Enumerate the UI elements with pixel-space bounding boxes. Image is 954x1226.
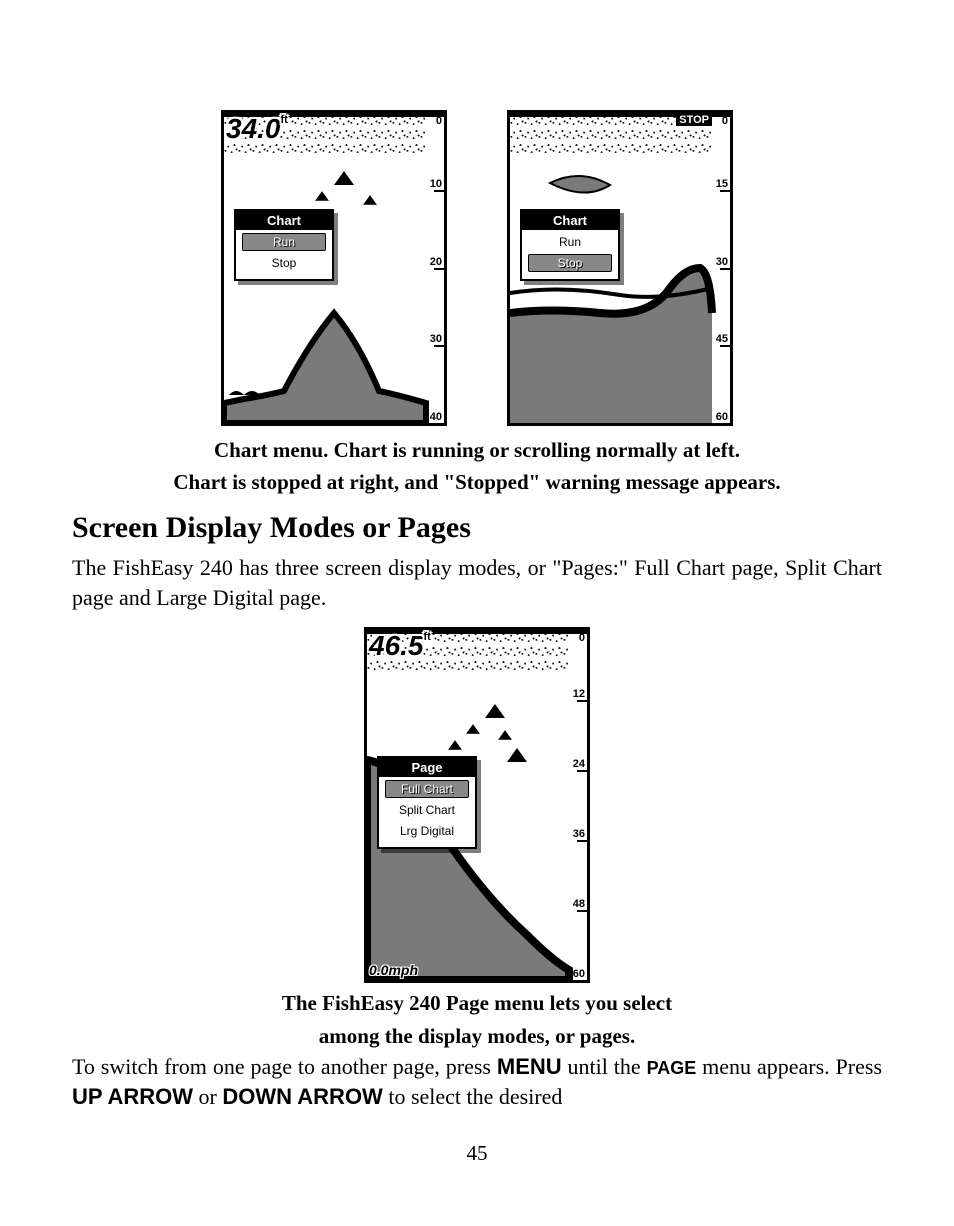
key-down-arrow: DOWN ARROW [222, 1084, 383, 1109]
chart-screens-row: 34.0ft Chart Run Stop 0 10 20 30 40 [72, 110, 882, 426]
para2-part-c: menu appears. Press [696, 1054, 882, 1079]
key-up-arrow: UP ARROW [72, 1084, 193, 1109]
depth-value: 34.0 [226, 113, 281, 144]
key-menu: MENU [497, 1054, 562, 1079]
fish-arch-icon [498, 731, 512, 741]
paragraph-1: The FishEasy 240 has three screen displa… [72, 553, 882, 614]
menu-item-lrg-digital[interactable]: Lrg Digital [385, 822, 469, 840]
menu-item-full-chart[interactable]: Full Chart [385, 780, 469, 798]
fish-arch-icon [507, 748, 527, 762]
sonar-screen-page: 46.5ft Page Full Chart Split Chart Lrg D… [364, 627, 590, 983]
depth-readout: 34.0ft [226, 115, 288, 143]
menu-item-run[interactable]: Run [528, 233, 612, 251]
section-heading: Screen Display Modes or Pages [72, 511, 882, 545]
depth-value: 46.5 [369, 630, 424, 661]
para2-part-e: to select the desired [383, 1084, 563, 1109]
menu-title: Chart [236, 211, 332, 230]
fish-arch-icon [315, 191, 329, 201]
chart-menu: Chart Run Stop [234, 209, 334, 281]
figure-caption-2-line2: among the display modes, or pages. [72, 1022, 882, 1050]
menu-title: Page [379, 758, 475, 777]
para2-part-d: or [193, 1084, 222, 1109]
fish-arch-icon [448, 741, 462, 751]
menu-item-stop[interactable]: Stop [242, 254, 326, 272]
sonar-screen-left: 34.0ft Chart Run Stop 0 10 20 30 40 [221, 110, 447, 426]
speed-readout: 0.0mph [369, 962, 418, 978]
fish-arch-icon [363, 195, 377, 205]
figure-caption-2-line1: The FishEasy 240 Page menu lets you sele… [72, 989, 882, 1017]
page-menu: Page Full Chart Split Chart Lrg Digital [377, 756, 477, 849]
para2-part-b: until the [562, 1054, 647, 1079]
chart-menu: Chart Run Stop [520, 209, 620, 281]
menu-item-stop[interactable]: Stop [528, 254, 612, 272]
menu-item-split-chart[interactable]: Split Chart [385, 801, 469, 819]
depth-readout: 46.5ft [369, 632, 431, 660]
key-page: PAGE [647, 1058, 697, 1078]
depth-unit: ft [424, 631, 431, 643]
paragraph-2: To switch from one page to another page,… [72, 1052, 882, 1113]
page-menu-figure: 46.5ft Page Full Chart Split Chart Lrg D… [72, 627, 882, 983]
figure-caption-1-line1: Chart menu. Chart is running or scrollin… [72, 436, 882, 464]
fish-arch-icon [466, 725, 480, 735]
figure-caption-1-line2: Chart is stopped at right, and "Stopped"… [72, 468, 882, 496]
fish-arch-icon [334, 171, 354, 185]
menu-item-run[interactable]: Run [242, 233, 326, 251]
page-number: 45 [72, 1141, 882, 1166]
stop-indicator: STOP [676, 114, 712, 126]
fish-arch-icon [485, 704, 505, 718]
para2-part-a: To switch from one page to another page,… [72, 1054, 497, 1079]
sonar-screen-right: STOP Chart Run Stop 0 15 30 45 60 [507, 110, 733, 426]
depth-unit: ft [281, 114, 288, 126]
menu-title: Chart [522, 211, 618, 230]
